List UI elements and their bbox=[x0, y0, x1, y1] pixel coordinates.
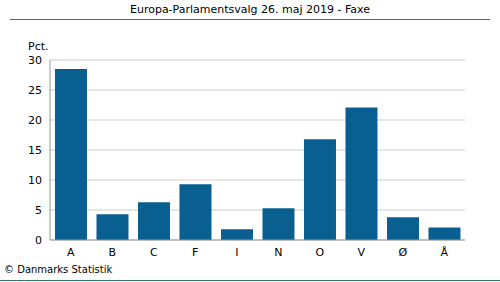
svg-text:Ø: Ø bbox=[398, 246, 407, 259]
svg-text:B: B bbox=[108, 246, 116, 259]
svg-text:0: 0 bbox=[35, 234, 42, 247]
svg-text:10: 10 bbox=[28, 174, 42, 187]
svg-text:30: 30 bbox=[28, 54, 42, 67]
svg-text:25: 25 bbox=[28, 84, 42, 97]
svg-text:A: A bbox=[67, 246, 75, 259]
html-text:Europa-Parlamentsvalg 26. maj: Europa-Parlamentsvalg 26. maj 2019 - Fax… bbox=[130, 3, 370, 16]
svg-text:V: V bbox=[357, 246, 365, 259]
svg-text:I: I bbox=[235, 246, 238, 259]
svg-text:20: 20 bbox=[28, 114, 42, 127]
html-text:© Danmarks Statistik: © Danmarks Statistik bbox=[4, 264, 113, 275]
svg-text:15: 15 bbox=[28, 144, 42, 157]
svg-text:5: 5 bbox=[35, 204, 42, 217]
svg-text:O: O bbox=[315, 246, 324, 259]
svg-text:C: C bbox=[150, 246, 158, 259]
svg-text:Å: Å bbox=[440, 246, 448, 259]
svg-text:F: F bbox=[192, 246, 198, 259]
svg-text:N: N bbox=[274, 246, 282, 259]
html-text:Pct.: Pct. bbox=[28, 40, 49, 53]
